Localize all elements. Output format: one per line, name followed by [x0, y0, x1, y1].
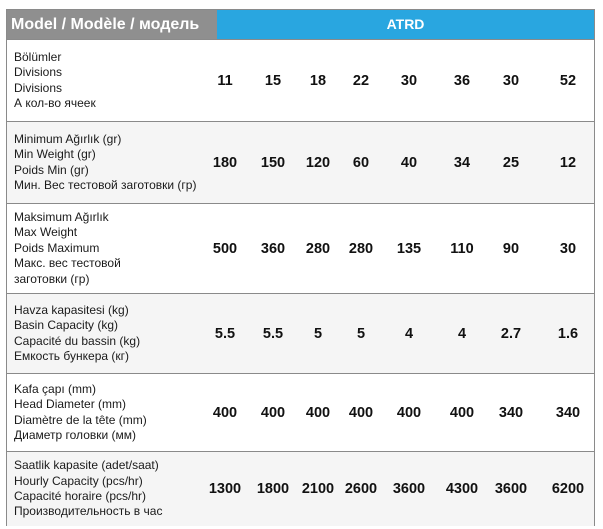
- table-row: Bölümler Divisions Divisions А кол-во ячеек…: [7, 39, 594, 121]
- value-cell: 2100: [301, 481, 335, 497]
- row-label-line: Poids Maximum: [14, 240, 100, 255]
- value-cell: 500: [212, 240, 238, 257]
- value-cell: 340: [498, 404, 524, 421]
- row-label: Saatlik kapasite (adet/saat) Hourly Capac…: [14, 452, 219, 526]
- value-cell: 11: [217, 72, 233, 89]
- value-cell: 90: [502, 240, 520, 257]
- value-cell: 30: [502, 72, 520, 89]
- row-label-line: Мин. Вес тестовой заготовки (гр): [14, 177, 197, 192]
- row-label-line: Емкость бункера (кг): [14, 348, 129, 363]
- value-cell: 3600: [392, 481, 426, 497]
- table-header: Model / Modèle / модель ATRD: [7, 10, 594, 39]
- value-cell: 25: [502, 154, 520, 171]
- row-label-line: Basin Capacity (kg): [14, 318, 119, 333]
- row-label-line: Производительность в час: [14, 504, 163, 519]
- value-cell: 5.5: [262, 325, 284, 342]
- series-header-cell: ATRD: [217, 10, 594, 39]
- value-cell: 30: [400, 72, 418, 89]
- value-cell: 5: [313, 325, 323, 342]
- value-cell: 120: [305, 154, 331, 171]
- value-cell: 3600: [494, 481, 528, 497]
- row-label-line: Poids Min (gr): [14, 162, 89, 177]
- row-label-line: Max Weight: [14, 225, 78, 240]
- row-label-line: Bölümler: [14, 49, 62, 64]
- value-cell: 180: [212, 154, 238, 171]
- value-cell: 400: [305, 404, 331, 421]
- value-cell: 400: [396, 404, 422, 421]
- value-cell: 280: [348, 240, 374, 257]
- value-cell: 280: [305, 240, 331, 257]
- value-cell: 4: [404, 325, 414, 342]
- model-header-cell: Model / Modèle / модель: [7, 10, 217, 39]
- table-row: Havza kapasitesi (kg) Basin Capacity (kg)…: [7, 293, 594, 373]
- row-label: Minimum Ağırlık (gr) Min Weight (gr) Poids…: [14, 122, 219, 203]
- value-cell: 135: [396, 240, 422, 257]
- row-label-line: Hourly Capacity (pcs/hr): [14, 473, 143, 488]
- table-row: Minimum Ağırlık (gr) Min Weight (gr) Poids…: [7, 121, 594, 203]
- row-label-line: А кол-во ячеек: [14, 95, 96, 110]
- value-cell: 400: [212, 404, 238, 421]
- value-cell: 340: [555, 404, 581, 421]
- value-cell: 4: [457, 325, 467, 342]
- row-label-line: Head Diameter (mm): [14, 397, 127, 412]
- value-cell: 400: [449, 404, 475, 421]
- value-cell: 30: [559, 240, 577, 257]
- table-row: Maksimum Ağırlık Max Weight Poids Maximum М…: [7, 203, 594, 293]
- row-label-line: Saatlik kapasite (adet/saat): [14, 458, 159, 473]
- value-cell: 400: [260, 404, 286, 421]
- value-cell: 6200: [551, 481, 585, 497]
- value-cell: 5.5: [214, 325, 236, 342]
- row-label-line: Havza kapasitesi (kg): [14, 302, 129, 317]
- row-label-line: Divisions: [14, 80, 63, 95]
- table-row: Saatlik kapasite (adet/saat) Hourly Capac…: [7, 451, 594, 526]
- row-label-line: Capacité du bassin (kg): [14, 333, 141, 348]
- value-cell: 400: [348, 404, 374, 421]
- value-cell: 2600: [344, 481, 378, 497]
- spec-table: Model / Modèle / модель ATRD Bölümler Div…: [6, 9, 595, 526]
- row-label-line: Диаметр головки (мм): [14, 427, 137, 442]
- value-cell: 18: [309, 72, 327, 89]
- value-cell: 150: [260, 154, 286, 171]
- value-cell: 12: [559, 154, 577, 171]
- row-label: Havza kapasitesi (kg) Basin Capacity (kg)…: [14, 294, 219, 373]
- row-label: Kafa çapı (mm) Head Diameter (mm) Diamètre…: [14, 374, 219, 451]
- value-cell: 2.7: [500, 325, 522, 342]
- row-label-line: заготовки (гр): [14, 271, 90, 286]
- value-cell: 1800: [256, 481, 290, 497]
- row-label-line: Макс. вес тестовой: [14, 256, 121, 271]
- value-cell: 5: [356, 325, 366, 342]
- value-cell: 52: [559, 72, 577, 89]
- value-cell: 22: [352, 72, 370, 89]
- row-label-line: Maksimum Ağırlık: [14, 209, 109, 224]
- value-cell: 110: [450, 240, 474, 257]
- row-label-line: Capacité horaire (pcs/hr): [14, 489, 147, 503]
- value-cell: 36: [453, 72, 471, 89]
- value-cell: 15: [264, 72, 282, 89]
- row-label-line: Divisions: [14, 65, 63, 80]
- table-row: Kafa çapı (mm) Head Diameter (mm) Diamètre…: [7, 373, 594, 451]
- row-label-line: Minimum Ağırlık (gr): [14, 131, 122, 146]
- row-label: Maksimum Ağırlık Max Weight Poids Maximum М…: [14, 204, 219, 293]
- row-label-line: Diamètre de la tête (mm): [14, 412, 147, 427]
- value-cell: 1300: [208, 481, 242, 497]
- value-cell: 60: [352, 154, 370, 171]
- value-cell: 360: [260, 240, 286, 257]
- value-cell: 4300: [445, 481, 479, 497]
- row-label-line: Kafa çapı (mm): [14, 381, 97, 396]
- row-label-line: Min Weight (gr): [14, 147, 96, 162]
- value-cell: 40: [400, 154, 418, 171]
- value-cell: 34: [453, 154, 471, 171]
- row-label: Bölümler Divisions Divisions А кол-во ячеек: [14, 40, 219, 121]
- value-cell: 1.6: [557, 325, 579, 342]
